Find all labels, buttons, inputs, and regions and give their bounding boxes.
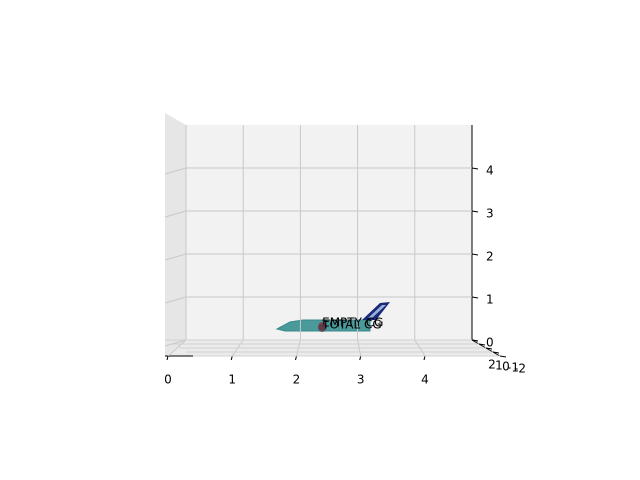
grid-line <box>164 339 187 347</box>
z-tick <box>471 253 479 256</box>
x-tick-label: 0 <box>164 373 172 387</box>
tail-fin-highlight <box>368 305 386 318</box>
x-tick-label: 2 <box>293 373 301 387</box>
y-tick-label: 1 <box>495 359 503 373</box>
y-tick <box>471 339 479 342</box>
x-tick <box>359 355 362 361</box>
z-tick <box>471 210 479 213</box>
y-tick-label: 0 <box>502 360 510 374</box>
grid-line <box>167 339 187 357</box>
cg-label: TOTAL CG <box>321 317 382 331</box>
z-tick-label: 4 <box>486 164 494 178</box>
z-tick <box>471 167 479 170</box>
cg-point <box>318 323 327 332</box>
grid-line <box>164 253 187 261</box>
x-tick <box>423 355 426 361</box>
x-tick-label: 1 <box>228 373 236 387</box>
y-tick <box>478 343 486 346</box>
x-tick <box>166 355 169 361</box>
y-tick-label: 2 <box>488 358 496 372</box>
y-tick <box>492 351 500 354</box>
y-tick <box>499 355 507 358</box>
grid-line <box>164 167 187 175</box>
y-tick-label: -1 <box>507 361 519 375</box>
x-tick <box>230 355 233 361</box>
z-tick-label: 3 <box>486 207 494 221</box>
z-tick-label: 0 <box>486 336 494 350</box>
z-tick <box>471 296 479 299</box>
y-tick <box>485 347 493 350</box>
grid-line <box>164 296 187 304</box>
back-pane <box>186 125 472 340</box>
x-tick-label: 4 <box>421 373 429 387</box>
x-tick-label: 3 <box>357 373 365 387</box>
z-tick-label: 1 <box>486 293 494 307</box>
left-pane <box>165 113 186 356</box>
z-tick-label: 2 <box>486 250 494 264</box>
cg-label: EMPTY CG <box>322 316 383 330</box>
y-tick-label: -2 <box>514 362 526 376</box>
x-tick <box>295 355 297 361</box>
grid-line <box>164 210 187 218</box>
